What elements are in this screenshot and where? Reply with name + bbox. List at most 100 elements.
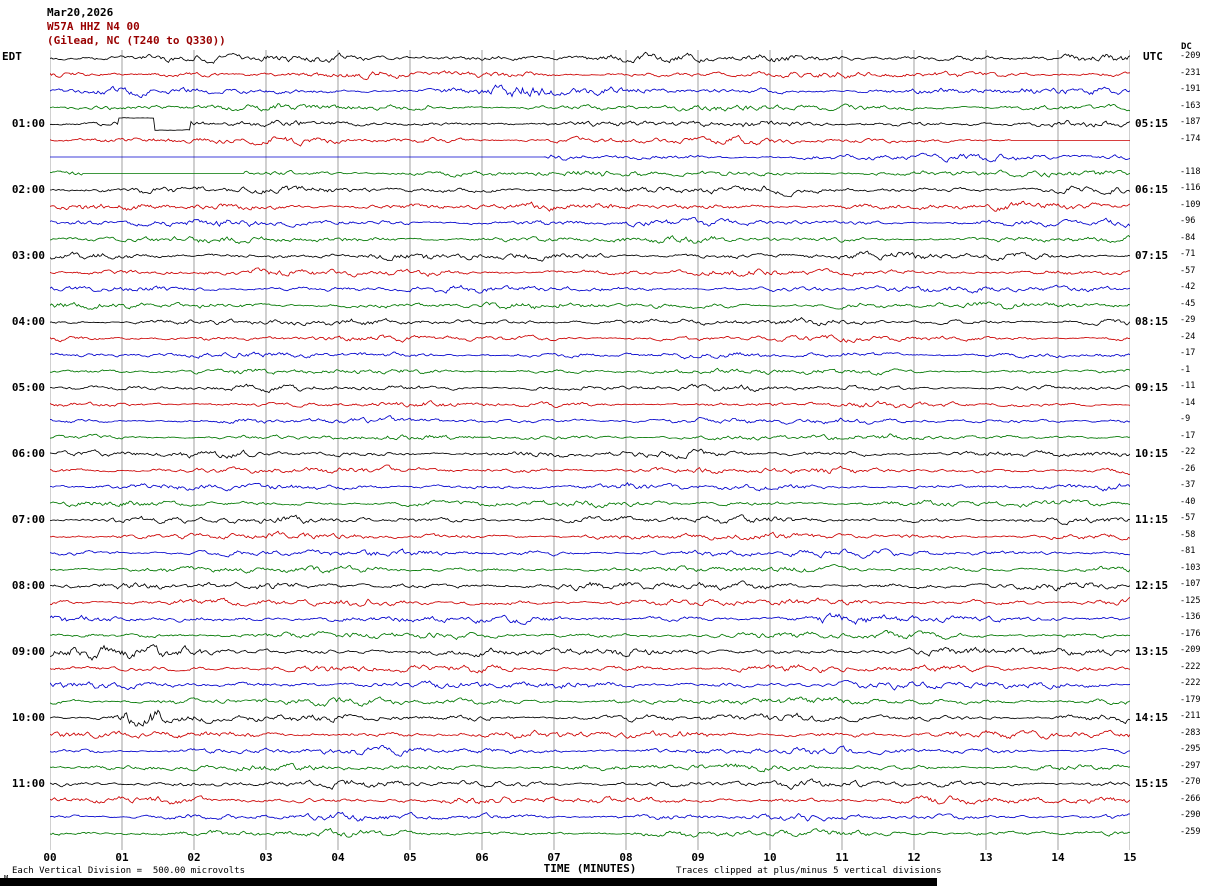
x-tick-label: 02 bbox=[187, 851, 201, 864]
title-station: W57A HHZ N4 00 bbox=[47, 20, 140, 33]
dc-value: -118 bbox=[1180, 166, 1201, 177]
dc-value: -231 bbox=[1180, 67, 1201, 78]
seismogram-trace-row-11 bbox=[50, 234, 1130, 245]
dc-value: -116 bbox=[1180, 183, 1201, 193]
title-block: Mar20,2026 W57A HHZ N4 00 (Gilead, NC (T… bbox=[47, 6, 226, 48]
dc-value: -57 bbox=[1180, 265, 1196, 276]
dc-value: -136 bbox=[1180, 612, 1201, 622]
edt-hour-label: 07:00 bbox=[11, 513, 45, 526]
x-tick-label: 08 bbox=[619, 851, 633, 864]
seismogram-trace-row-43 bbox=[50, 762, 1130, 773]
dc-value: -295 bbox=[1180, 744, 1201, 754]
utc-hour-label: 13:15 bbox=[1135, 645, 1169, 658]
seismogram-trace-row-32 bbox=[50, 580, 1130, 592]
seismogram-trace-row-16 bbox=[50, 317, 1130, 327]
footer-scale-note: Each Vertical Division = 500.00 microvol… bbox=[12, 866, 245, 876]
seismogram-trace-row-10 bbox=[50, 216, 1130, 228]
edt-hour-label: 04:00 bbox=[11, 315, 45, 328]
x-tick-label: 13 bbox=[979, 851, 993, 864]
seismogram-trace-row-4 bbox=[50, 117, 1130, 131]
utc-hour-label: 10:15 bbox=[1135, 447, 1169, 460]
seismogram-trace-row-0 bbox=[50, 51, 1130, 64]
utc-hour-label: 07:15 bbox=[1135, 249, 1169, 262]
dc-value: -174 bbox=[1180, 133, 1201, 144]
x-tick-label: 10 bbox=[763, 851, 777, 864]
dc-value: -9 bbox=[1180, 414, 1191, 424]
dc-value: -187 bbox=[1180, 117, 1201, 127]
left-timezone-label: EDT bbox=[2, 50, 22, 63]
seismogram-trace-row-47 bbox=[50, 827, 1130, 838]
seismogram-trace-row-44 bbox=[50, 778, 1130, 791]
seismogram-trace-row-45 bbox=[50, 795, 1130, 805]
seismogram-trace-row-20 bbox=[50, 383, 1130, 394]
right-timezone-label: UTC bbox=[1143, 50, 1163, 63]
seismogram-trace-row-23 bbox=[50, 433, 1130, 441]
dc-value: -29 bbox=[1180, 315, 1196, 325]
seismogram-trace-row-25 bbox=[50, 464, 1130, 475]
dc-value: -109 bbox=[1180, 199, 1201, 210]
dc-value: -266 bbox=[1180, 793, 1201, 804]
dc-value: -42 bbox=[1180, 282, 1196, 292]
x-tick-label: 01 bbox=[115, 851, 129, 864]
seismogram-trace-row-30 bbox=[50, 548, 1130, 559]
seismogram-trace-row-27 bbox=[50, 499, 1130, 509]
dc-value: -125 bbox=[1180, 595, 1201, 606]
seismogram-trace-row-19 bbox=[50, 367, 1130, 376]
seismogram-trace-row-35 bbox=[50, 630, 1130, 641]
dc-value: -37 bbox=[1180, 480, 1196, 490]
seismogram-trace-row-14 bbox=[50, 284, 1130, 294]
x-tick-label: 15 bbox=[1123, 851, 1137, 864]
seismogram-plot bbox=[50, 50, 1130, 850]
seismogram-trace-row-8 bbox=[50, 185, 1130, 198]
x-axis-label: TIME (MINUTES) bbox=[543, 862, 637, 875]
seismogram-trace-row-3 bbox=[50, 103, 1130, 112]
seismogram-trace-row-41 bbox=[50, 729, 1130, 740]
seismogram-trace-row-29 bbox=[50, 530, 1130, 541]
seismogram-trace-row-17 bbox=[50, 334, 1130, 343]
seismogram-trace-row-24 bbox=[50, 448, 1130, 460]
dc-value: -96 bbox=[1180, 216, 1196, 226]
edt-hour-label: 05:00 bbox=[11, 381, 45, 394]
seismogram-trace-row-37 bbox=[50, 664, 1130, 674]
dc-value: -58 bbox=[1180, 529, 1196, 540]
dc-value: -290 bbox=[1180, 810, 1201, 820]
dc-value: -179 bbox=[1180, 694, 1201, 705]
seismogram-trace-row-13 bbox=[50, 267, 1130, 278]
x-tick-label: 11 bbox=[835, 851, 849, 864]
dc-value: -270 bbox=[1180, 777, 1201, 787]
dc-value: -222 bbox=[1180, 678, 1201, 688]
dc-value: -11 bbox=[1180, 381, 1196, 391]
edt-hour-label: 10:00 bbox=[11, 711, 45, 724]
seismogram-trace-row-1 bbox=[50, 70, 1130, 81]
x-tick-label: 03 bbox=[259, 851, 273, 864]
dc-value: -297 bbox=[1180, 760, 1201, 771]
dc-value: -17 bbox=[1180, 348, 1196, 358]
seismogram-trace-row-31 bbox=[50, 563, 1130, 574]
utc-hour-label: 14:15 bbox=[1135, 711, 1169, 724]
seismogram-trace-row-38 bbox=[50, 680, 1130, 691]
seismogram-trace-row-21 bbox=[50, 400, 1130, 409]
seismogram-trace-row-5 bbox=[50, 134, 1130, 147]
edt-hour-label: 11:00 bbox=[11, 777, 45, 790]
seismogram-trace-row-39 bbox=[50, 696, 1130, 707]
seismogram-trace-row-22 bbox=[50, 415, 1130, 425]
seismogram-trace-row-46 bbox=[50, 811, 1130, 822]
dc-value: -176 bbox=[1180, 628, 1201, 639]
utc-hour-label: 12:15 bbox=[1135, 579, 1169, 592]
dc-value: -45 bbox=[1180, 298, 1196, 309]
edt-hour-label: 09:00 bbox=[11, 645, 45, 658]
dc-value: -283 bbox=[1180, 727, 1201, 738]
seismogram-trace-row-36 bbox=[50, 644, 1130, 661]
dc-value: -22 bbox=[1180, 447, 1196, 457]
dc-value: -24 bbox=[1180, 331, 1196, 342]
seismogram-trace-row-15 bbox=[50, 301, 1130, 310]
x-tick-label: 09 bbox=[691, 851, 705, 864]
utc-hour-label: 08:15 bbox=[1135, 315, 1169, 328]
dc-value: -17 bbox=[1180, 430, 1196, 441]
dc-value: -191 bbox=[1180, 84, 1201, 94]
dc-value: -71 bbox=[1180, 249, 1196, 259]
seismogram-trace-row-7 bbox=[50, 169, 1130, 178]
edt-hour-label: 08:00 bbox=[11, 579, 45, 592]
x-tick-label: 04 bbox=[331, 851, 345, 864]
